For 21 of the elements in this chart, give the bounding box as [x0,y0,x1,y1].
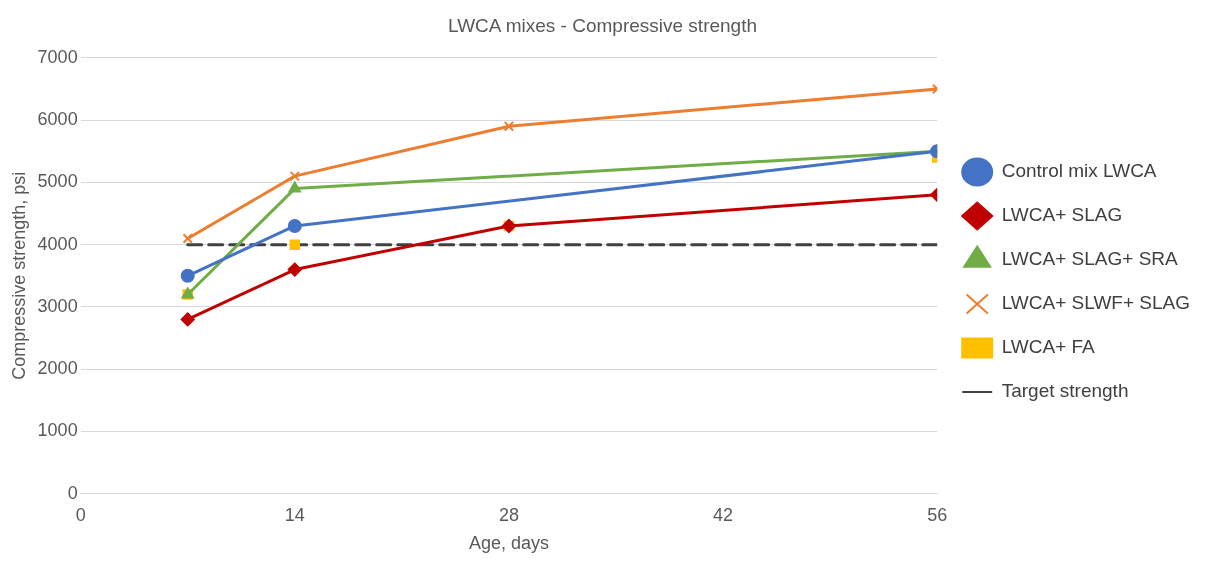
y-tick-label: 7000 [37,46,78,67]
x-tick-label: 42 [713,504,734,525]
legend-label: Target strength [1001,380,1129,402]
x-axis-title: Age, days [468,533,549,554]
x-tick-label: 14 [284,504,305,525]
y-tick-label: 1000 [37,420,78,441]
chart-title: LWCA mixes - Compressive strength [447,14,758,36]
y-tick-label: 3000 [37,295,78,316]
legend-label: LWCA+ SLAG+ SRA [1001,248,1179,270]
legend-label: LWCA+ SLAG [1001,204,1123,226]
x-tick-label: 56 [927,504,948,525]
y-axis-title: Compressive strength, psi [8,171,29,380]
y-tick-label: 0 [67,482,78,503]
y-tick-label: 4000 [37,233,78,254]
y-tick-label: 6000 [37,109,78,130]
y-tick-label: 2000 [37,358,78,379]
legend-label: LWCA+ FA [1001,336,1096,358]
y-tick-label: 5000 [37,171,78,192]
legend-label: LWCA+ SLWF+ SLAG [1001,292,1190,314]
x-tick-label: 28 [498,504,519,525]
legend-label: Control mix LWCA [1001,160,1157,182]
